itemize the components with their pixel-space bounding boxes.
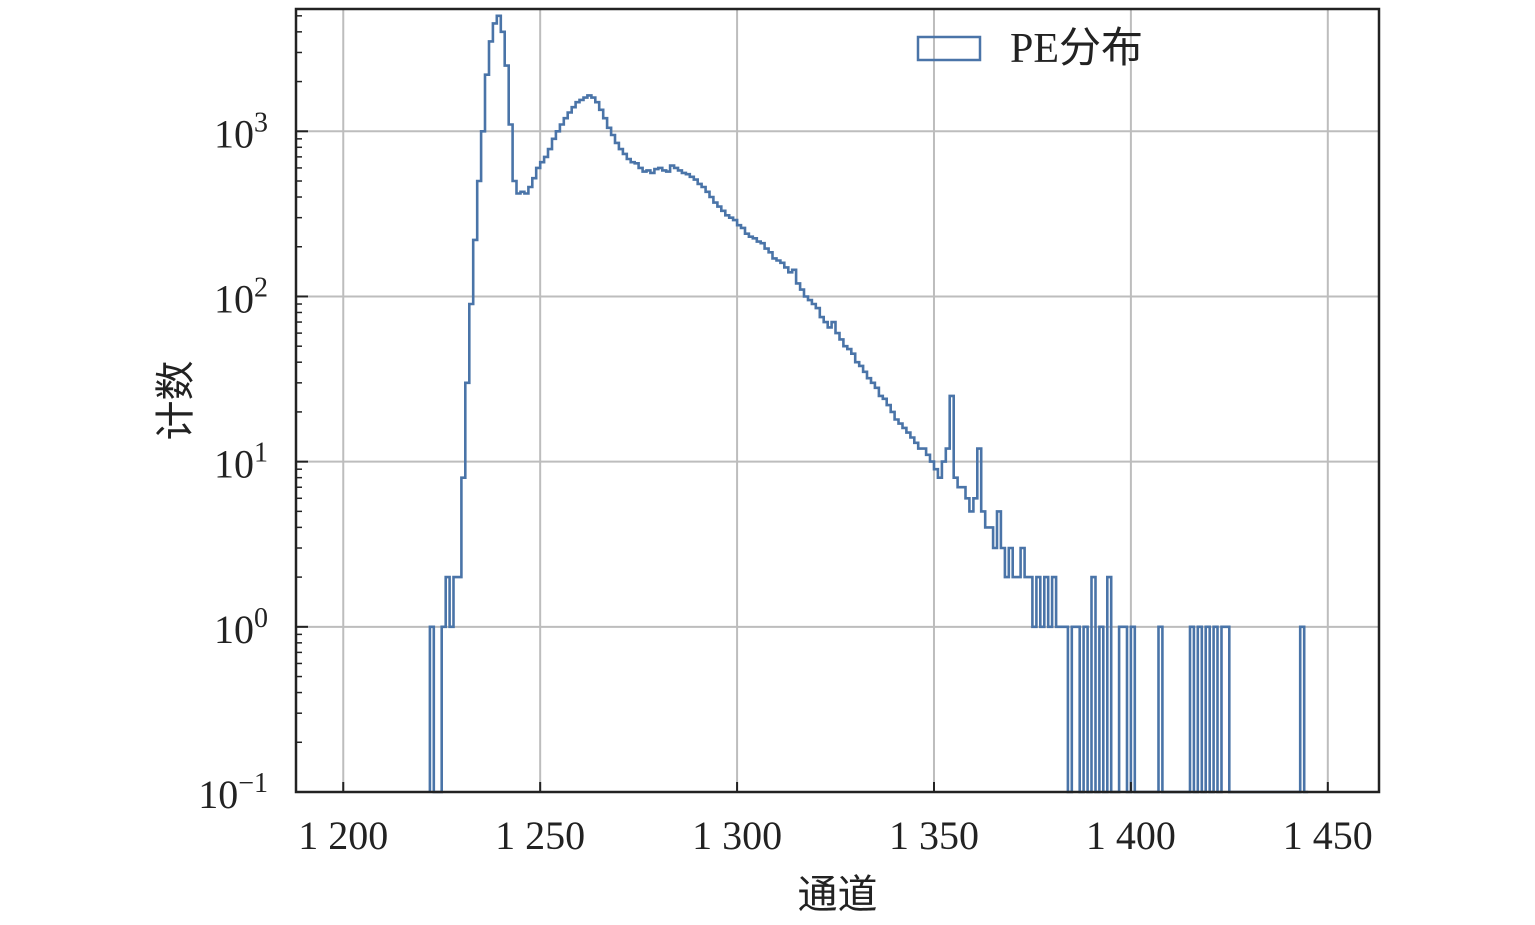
x-tick-label: 1 200: [298, 813, 388, 858]
legend-label: PE分布: [1010, 26, 1143, 72]
x-tick-label: 1 400: [1086, 813, 1176, 858]
legend: PE分布: [916, 26, 1143, 72]
plot-frame: [294, 7, 1381, 794]
y-tick-label: 10−1: [198, 768, 268, 817]
x-axis-title: 通道: [798, 872, 878, 918]
y-tick-label: 102: [214, 272, 268, 321]
y-tick-label: 103: [214, 107, 268, 156]
x-tick-label: 1 300: [692, 813, 782, 858]
y-tick-label: 101: [214, 438, 268, 487]
legend-swatch: [916, 35, 982, 62]
grid-lines: [296, 9, 1379, 792]
y-axis-title: 计数: [153, 361, 199, 441]
x-tick-label: 1 250: [495, 813, 585, 858]
y-axis-ticks: 10−1 100 101 102 103: [198, 107, 308, 817]
x-axis-ticks: 1 200 1 250 1 300 1 350 1 400 1 450: [298, 782, 1373, 858]
x-tick-label: 1 450: [1283, 813, 1373, 858]
y-tick-label: 100: [214, 603, 268, 652]
x-tick-label: 1 350: [889, 813, 979, 858]
